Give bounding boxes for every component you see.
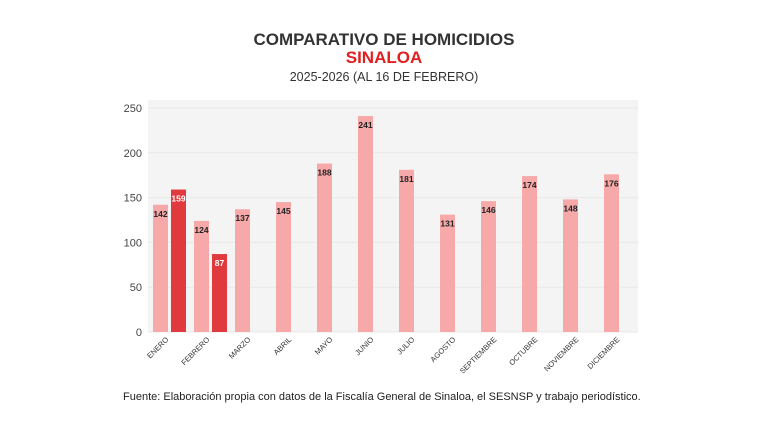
y-tick-label: 150	[124, 193, 142, 205]
bar	[358, 116, 373, 333]
bar	[153, 204, 168, 332]
bar	[317, 163, 332, 332]
x-tick-label: SEPTIEMBRE	[458, 335, 499, 376]
x-tick-label: MARZO	[227, 335, 253, 361]
chart-title: COMPARATIVO DE HOMICIDIOS	[253, 30, 515, 49]
data-label: 241	[358, 120, 372, 130]
bar	[522, 176, 537, 332]
data-label: 174	[522, 180, 536, 190]
x-tick-label: JULIO	[395, 335, 417, 357]
bar	[235, 209, 250, 332]
data-label: 142	[153, 209, 167, 219]
x-tick-label: OCTUBRE	[507, 335, 539, 367]
x-tick-label: MAYO	[313, 335, 335, 357]
chart-period: 2025-2026 (AL 16 DE FEBRERO)	[289, 70, 479, 84]
bar	[440, 214, 455, 332]
data-label: 176	[604, 178, 618, 188]
chart-subtitle: SINALOA	[345, 48, 423, 67]
x-tick-label: FEBRERO	[179, 335, 211, 367]
data-label: 131	[440, 219, 454, 229]
y-tick-label: 0	[136, 327, 142, 339]
data-label: 87	[215, 258, 225, 268]
x-tick-label: ENERO	[145, 335, 170, 360]
x-tick-label: NOVIEMBRE	[542, 335, 580, 373]
bar	[212, 254, 227, 332]
x-tick-label: AGOSTO	[428, 335, 457, 364]
y-tick-label: 200	[124, 148, 142, 160]
bar	[171, 189, 186, 332]
bar	[481, 201, 496, 332]
bar	[604, 174, 619, 332]
data-label: 146	[481, 205, 495, 215]
source-note: Fuente: Elaboración propia con datos de …	[123, 391, 641, 403]
bar	[276, 202, 291, 332]
plot-area	[148, 100, 638, 332]
data-label: 137	[235, 213, 249, 223]
y-tick-label: 100	[124, 237, 142, 249]
y-tick-label: 50	[130, 282, 142, 294]
bar	[194, 220, 209, 332]
data-label: 181	[399, 174, 413, 184]
data-label: 188	[317, 168, 331, 178]
data-label: 145	[276, 206, 290, 216]
y-tick-label: 250	[124, 103, 142, 115]
bar	[563, 199, 578, 332]
x-tick-label: DICIEMBRE	[586, 335, 622, 371]
bar	[399, 169, 414, 332]
x-tick-label: ABRIL	[272, 335, 294, 357]
data-label: 159	[171, 194, 185, 204]
x-tick-label: JUNIO	[353, 335, 375, 357]
data-label: 148	[563, 203, 577, 213]
data-label: 124	[194, 225, 208, 235]
